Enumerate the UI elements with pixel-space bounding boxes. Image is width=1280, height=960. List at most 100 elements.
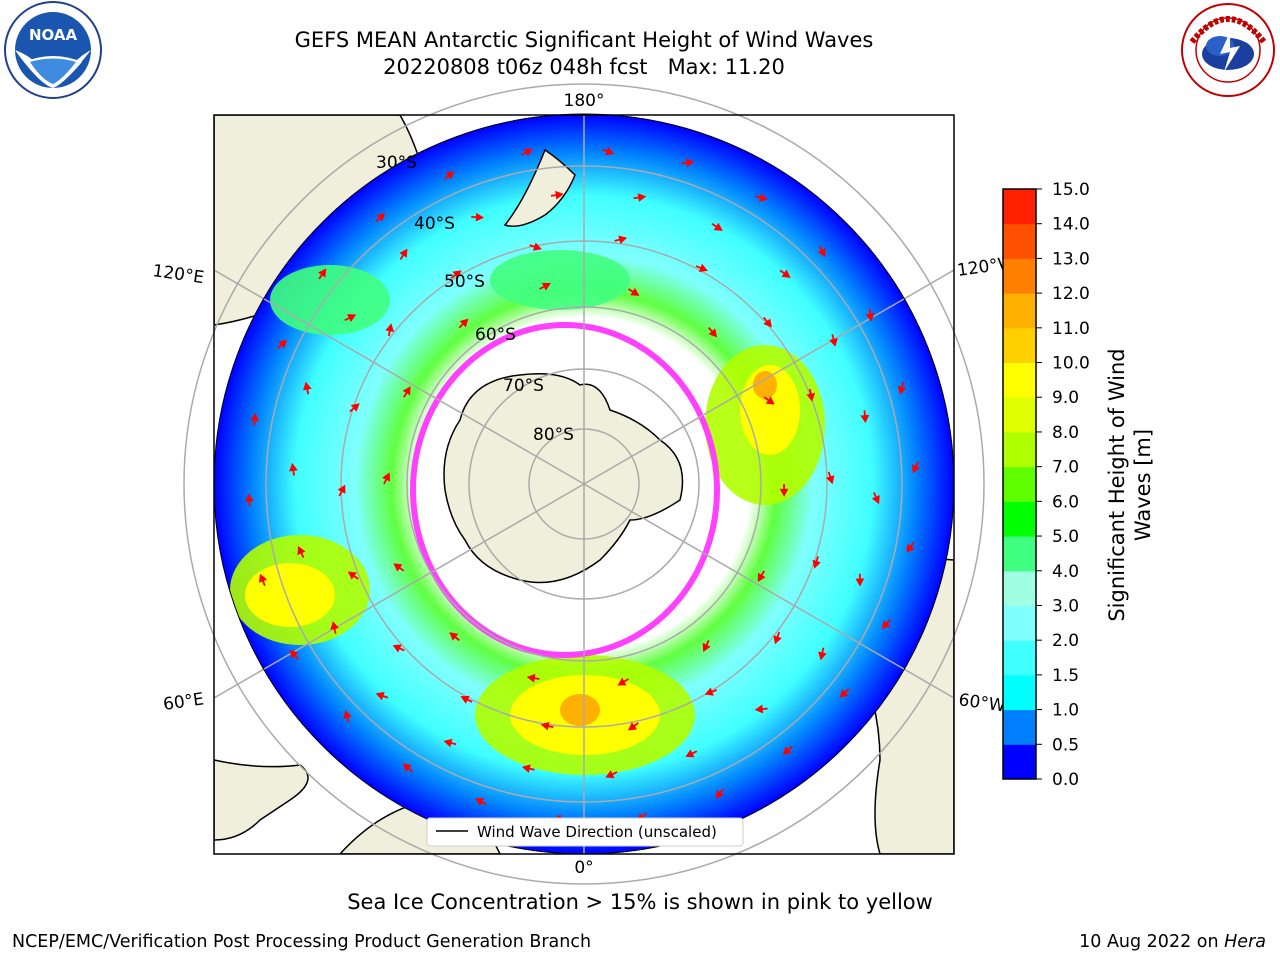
wave-direction-arrowhead: [685, 749, 695, 758]
wave-patch: [753, 371, 777, 399]
colorbar-segment: [1003, 640, 1036, 676]
wave-direction-arrowhead: [757, 572, 766, 582]
wave-direction-arrowhead: [698, 263, 708, 272]
colorbar-label-line1: Significant Height of Wind: [1105, 348, 1129, 621]
wave-direction-arrowhead: [829, 338, 838, 347]
wave-direction-arrowhead: [540, 721, 550, 731]
wave-direction-arrowhead: [347, 571, 357, 580]
wave-direction-arrowhead: [393, 563, 403, 572]
wave-direction-arrowhead: [704, 687, 714, 696]
wave-direction-arrowhead: [618, 235, 628, 245]
lat-label-60s: 60°S: [475, 325, 516, 345]
wave-direction-arrowhead: [702, 642, 711, 653]
colorbar-tick-label: 6.0: [1052, 492, 1079, 512]
lat-label-70s: 70°S: [503, 376, 544, 396]
wave-direction-arrowhead: [759, 193, 768, 202]
colorbar-tick-label: 12.0: [1052, 284, 1090, 304]
chart-subtitle: 20220808 t06z 048h fcst Max: 11.20: [383, 55, 785, 79]
colorbar: 0.0 0.5 1.0 1.5 2.0 3.0 4.0 5.0 6.0 7.0 8.0 9.0 10.0…: [1002, 180, 1090, 790]
wave-direction-arrowhead: [452, 270, 462, 279]
wave-direction-arrowhead: [402, 763, 412, 772]
colorbar-tick-label: 14.0: [1052, 215, 1090, 235]
wave-direction-arrowhead: [460, 695, 470, 704]
wave-direction-arrowhead: [818, 651, 827, 661]
wave-direction-arrowhead: [523, 148, 533, 157]
wave-direction-arrowhead: [763, 318, 772, 328]
footer-credit: NCEP/EMC/Verification Post Processing Pr…: [12, 932, 592, 952]
colorbar-tick-label: 9.0: [1052, 388, 1079, 408]
wave-patch: [490, 250, 630, 310]
plot-frame: [213, 114, 955, 855]
wave-direction-arrowhead: [754, 704, 764, 714]
wave-direction-arrowhead: [258, 573, 268, 583]
legend-label: Wind Wave Direction (unscaled): [477, 823, 717, 841]
wave-direction-arrowhead: [617, 677, 627, 686]
colorbar-tick-label: 7.0: [1052, 458, 1079, 478]
colorbar-tick-label: 0.5: [1052, 735, 1079, 755]
noaa-logo: NOAA: [2, 0, 104, 104]
wave-direction-arrowhead: [906, 543, 915, 553]
wave-direction-arrowhead: [402, 386, 411, 396]
colorbar-frame: [1002, 188, 1037, 780]
colorbar-segment: [1003, 570, 1036, 606]
wave-direction-arrowhead: [350, 403, 360, 412]
wave-direction-arrowhead: [773, 635, 782, 645]
wave-direction-arrowhead: [839, 688, 849, 698]
lat-label-50s: 50°S: [444, 272, 485, 292]
wave-direction-arrowhead: [779, 488, 789, 497]
wave-direction-arrowhead: [278, 339, 288, 349]
wave-direction-arrowhead: [855, 578, 865, 587]
colorbar-segment: [1003, 258, 1036, 294]
wave-direction-arrowhead: [289, 462, 298, 472]
wave-direction-arrowhead: [475, 798, 485, 806]
wave-direction-arrowhead: [781, 269, 791, 278]
wave-direction-arrowhead: [806, 392, 816, 402]
wave-direction-arrowhead: [865, 313, 875, 322]
wave-direction-arrowhead: [459, 318, 469, 328]
wave-direction-arrowhead: [250, 412, 259, 422]
lon-label-60w: 60°W: [957, 690, 1006, 716]
wave-direction-arrowhead: [343, 709, 352, 719]
madagascar-land: [214, 759, 309, 841]
colorbar-tick-label: 8.0: [1052, 423, 1079, 443]
wave-direction-arrowhead: [817, 247, 826, 258]
wave-patch: [245, 563, 335, 627]
wave-direction-arrowhead: [337, 484, 346, 494]
colorbar-tick-label: 1.5: [1052, 666, 1079, 686]
colorbar-tick-label: 3.0: [1052, 596, 1079, 616]
wave-direction-arrowhead: [526, 673, 536, 683]
wave-direction-arrowhead: [475, 212, 485, 222]
colorbar-tick-label: 4.0: [1052, 562, 1079, 582]
sea-ice-annotation: Sea Ice Concentration > 15% is shown in …: [347, 890, 933, 914]
colorbar-segment: [1003, 431, 1036, 468]
colorbar-segment: [1003, 293, 1036, 329]
wave-direction-arrowhead: [605, 146, 615, 156]
wave-direction-arrowhead: [445, 170, 455, 180]
wave-direction-arrowhead: [708, 328, 718, 338]
wave-direction-arrowhead: [347, 314, 357, 323]
wave-patch: [270, 265, 390, 335]
wave-direction-arrowhead: [860, 414, 870, 424]
colorbar-tick-label: 10.0: [1052, 354, 1090, 374]
wave-direction-arrowhead: [897, 385, 907, 395]
colorbar-segment: [1003, 501, 1036, 537]
wave-direction-arrowhead: [385, 323, 395, 333]
wave-direction-arrowhead: [715, 789, 724, 799]
wave-direction-arrowhead: [826, 475, 835, 485]
wave-direction-arrowhead: [392, 644, 402, 653]
wave-patch: [560, 694, 600, 726]
footer-host: Hera: [1224, 932, 1266, 952]
colorbar-segment: [1003, 744, 1036, 780]
wave-direction-arrowhead: [765, 396, 775, 405]
wave-direction-arrowhead: [521, 764, 531, 773]
colorbar-segment: [1003, 709, 1036, 745]
graticule: [183, 83, 985, 885]
lon-label-0: 0°: [574, 858, 593, 878]
map-legend: Wind Wave Direction (unscaled): [426, 817, 744, 847]
wave-direction-arrowhead: [541, 282, 551, 291]
colorbar-segment: [1003, 362, 1036, 398]
colorbar-tick-label: 0.0: [1052, 770, 1079, 790]
wave-direction-arrowhead: [881, 620, 891, 630]
wave-direction-arrowhead: [605, 770, 615, 779]
